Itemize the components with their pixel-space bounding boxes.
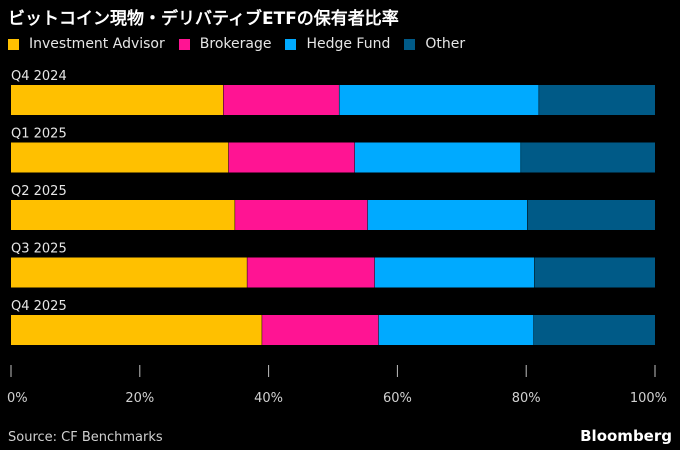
bar-segment-investment-advisor: [11, 315, 263, 345]
bar-segment-hedge-fund: [354, 142, 522, 173]
legend-item-hedge-fund: Hedge Fund: [285, 36, 390, 52]
category-label: Q2 2025: [11, 184, 67, 199]
legend-swatch-hedge-fund: [285, 38, 297, 50]
chart-title: ビットコイン現物・デリバティブETFの保有者比率: [8, 9, 399, 29]
legend-item-investment-advisor: Investment Advisor: [8, 36, 165, 52]
bar-segment-brokerage: [262, 315, 379, 345]
legend-label-investment-advisor: Investment Advisor: [29, 36, 165, 52]
legend: Investment Advisor Brokerage Hedge Fund …: [8, 36, 479, 52]
bar-segment-hedge-fund: [374, 257, 535, 288]
bar-segment-brokerage: [223, 85, 340, 115]
x-tick-label: 100%: [630, 391, 667, 406]
x-tick-label: 80%: [512, 391, 541, 406]
bar-segment-other: [521, 142, 655, 173]
legend-label-other: Other: [425, 36, 466, 52]
category-label: Q1 2025: [11, 127, 67, 142]
legend-swatch-brokerage: [178, 38, 190, 50]
legend-item-brokerage: Brokerage: [178, 36, 272, 52]
bar-segment-hedge-fund: [367, 200, 528, 230]
category-label: Q4 2025: [11, 299, 67, 314]
bar-segment-investment-advisor: [11, 200, 236, 230]
bar-segment-brokerage: [247, 257, 375, 288]
bar-segment-other: [534, 257, 655, 288]
bar-segment-brokerage: [228, 142, 355, 173]
bar-segment-investment-advisor: [11, 257, 248, 288]
bar-segment-other: [539, 85, 655, 115]
bar-segment-investment-advisor: [11, 142, 229, 173]
bar-segment-investment-advisor: [11, 85, 224, 115]
category-label: Q4 2024: [11, 69, 67, 84]
bar-segment-hedge-fund: [378, 315, 534, 345]
x-tick-label: 60%: [383, 391, 412, 406]
category-label: Q3 2025: [11, 242, 67, 257]
x-tick-label: 0%: [7, 391, 28, 406]
bar-segment-hedge-fund: [339, 85, 540, 115]
x-tick-label: 40%: [254, 391, 283, 406]
bar-segment-brokerage: [235, 200, 368, 230]
source-note: Source: CF Benchmarks: [8, 430, 163, 445]
bar-segment-other: [533, 315, 655, 345]
legend-item-other: Other: [404, 36, 465, 52]
legend-swatch-other: [404, 38, 416, 50]
x-tick-label: 20%: [125, 391, 154, 406]
bar-segment-other: [527, 200, 655, 230]
legend-swatch-investment-advisor: [8, 38, 19, 50]
legend-label-brokerage: Brokerage: [199, 36, 272, 52]
bloomberg-logo: Bloomberg: [580, 427, 672, 445]
legend-label-hedge-fund: Hedge Fund: [306, 36, 391, 52]
